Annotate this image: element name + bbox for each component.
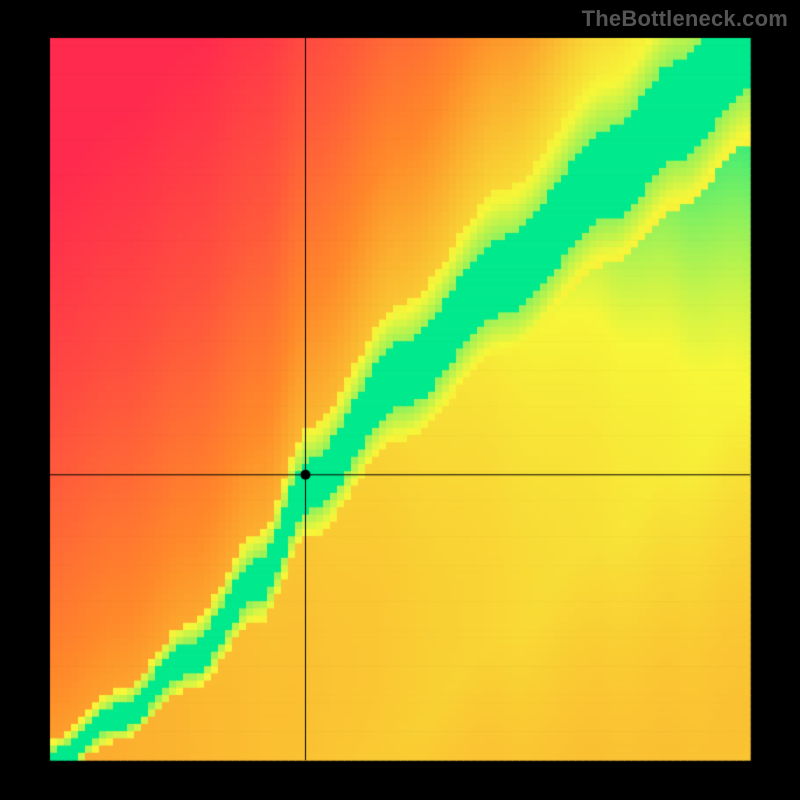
watermark-text: TheBottleneck.com (582, 6, 788, 32)
heatmap-canvas (0, 0, 800, 800)
chart-stage: TheBottleneck.com (0, 0, 800, 800)
